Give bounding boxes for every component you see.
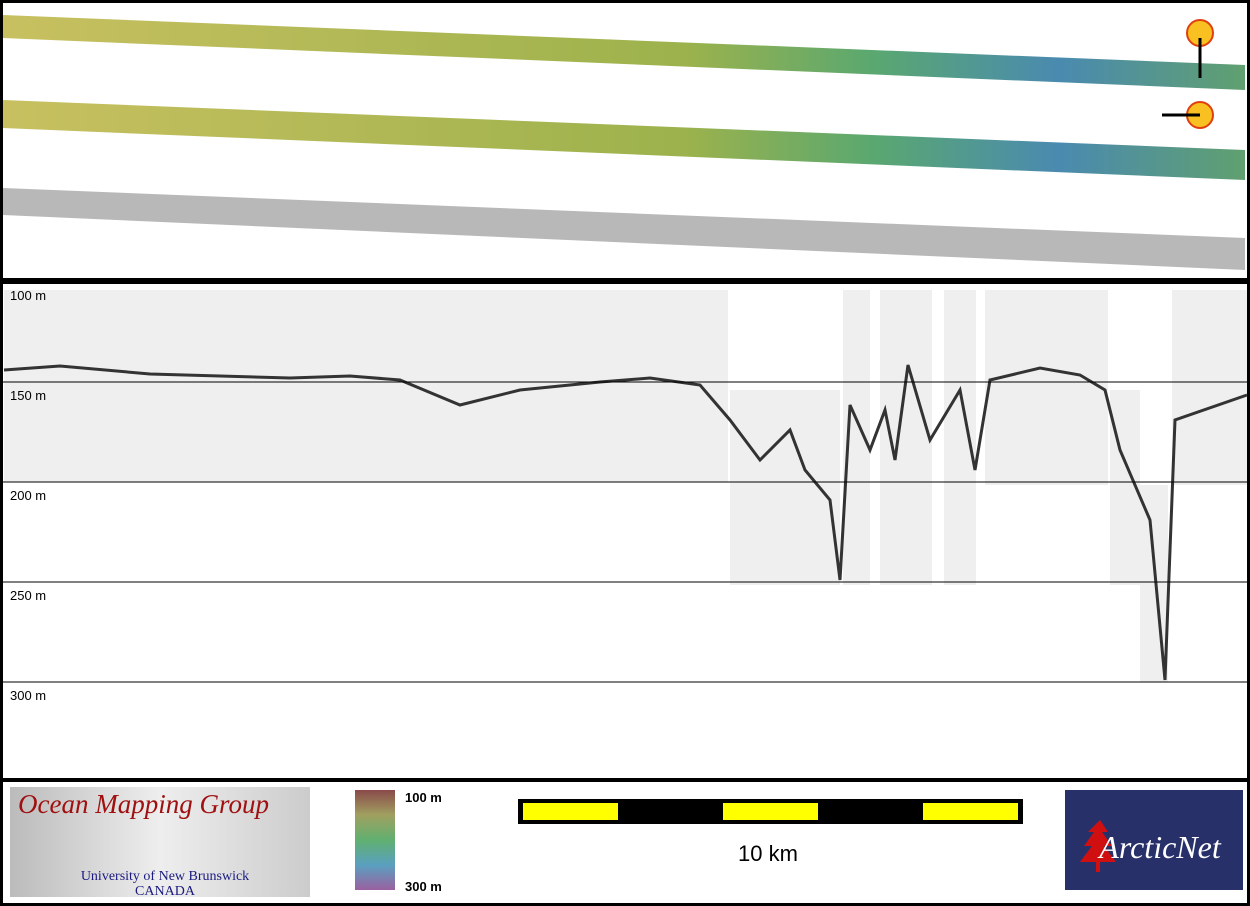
depth-label: 250 m <box>10 588 46 603</box>
colorbar-label: 100 m <box>405 790 442 805</box>
maple-leaf <box>1080 820 1116 872</box>
omg-country: CANADA <box>135 884 196 899</box>
swath-backscatter <box>3 188 1245 270</box>
colorbar-label: 300 m <box>405 879 442 894</box>
arcticnet-name: ArcticNet <box>1097 829 1222 865</box>
depth-label: 100 m <box>10 288 46 303</box>
depth-label: 300 m <box>10 688 46 703</box>
depth-grid <box>3 381 1247 683</box>
depth-label: 200 m <box>10 488 46 503</box>
omg-title: Ocean Mapping Group <box>18 789 269 819</box>
depth-label: 150 m <box>10 388 46 403</box>
omg-logo <box>10 787 310 897</box>
sun-icon <box>1162 19 1214 129</box>
scale-label: 10 km <box>738 841 798 866</box>
water-column <box>4 290 728 482</box>
colorbar <box>355 790 395 890</box>
swath-bathymetry <box>3 100 1245 180</box>
scale-bar-segment <box>523 803 1018 820</box>
swath-bathymetry <box>3 15 1245 90</box>
omg-subtitle: University of New Brunswick <box>81 869 249 884</box>
